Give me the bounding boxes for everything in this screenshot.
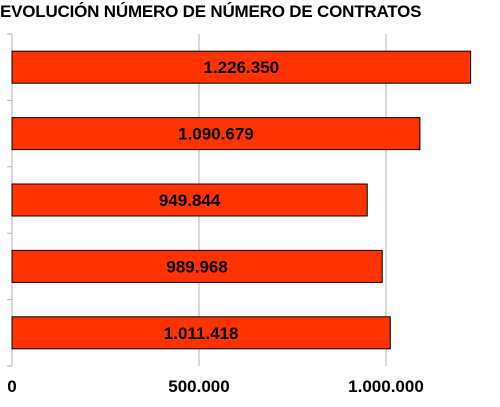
bar-2 [11,183,368,217]
x-axis-ticks: 0 500.000 1.000.000 [7,377,424,396]
bar-3 [11,249,383,283]
bars: 1.226.350 1.090.679 949.844 989.968 1.011.41… [11,50,472,350]
bar-value-label-0: 1.226.350 [204,58,280,77]
x-tick-label-1: 500.000 [168,377,229,396]
bar-1 [11,117,421,151]
bar-4 [11,316,391,350]
bar-value-label-1: 1.090.679 [178,125,254,144]
bar-value-label-4: 1.011.418 [164,324,239,343]
bar-0 [11,50,472,84]
bar-value-label-2: 949.844 [159,191,221,210]
chart-title: EVOLUCIÓN NÚMERO DE NÚMERO DE CONTRATOS [0,2,422,21]
x-tick-label-0: 0 [7,377,16,396]
bar-value-label-3: 989.968 [166,257,227,276]
x-tick-label-2: 1.000.000 [348,377,424,396]
axis [7,33,13,367]
